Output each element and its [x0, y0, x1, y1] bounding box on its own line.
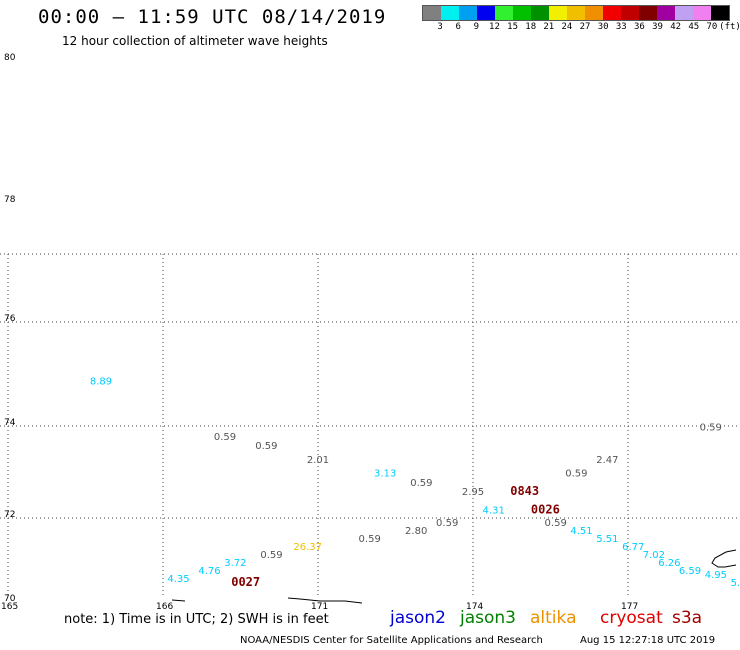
legend-swatch [549, 6, 567, 20]
legend-label: 9 [473, 22, 480, 32]
lat-label-72: 72 [4, 510, 15, 520]
wave-height-value: 0.59 [565, 469, 587, 480]
wave-height-value: 2.95 [462, 487, 484, 498]
wave-height-value: 3.72 [224, 558, 246, 569]
legend-swatch [441, 6, 459, 20]
coastline-segment [711, 549, 737, 568]
satellite-pass-times: 0843002600270842 [231, 484, 560, 589]
legend-label: 18 [525, 22, 537, 32]
satellite-altika: altika [530, 608, 577, 628]
legend-label: 21 [543, 22, 555, 32]
footer-credit: NOAA/NESDIS Center for Satellite Applica… [240, 635, 543, 646]
legend-label: 15 [507, 22, 518, 32]
satellite-jason3: jason3 [460, 608, 516, 628]
legend-swatch [675, 6, 693, 20]
lon-label-165: 165 [1, 602, 18, 612]
legend-swatch [603, 6, 621, 20]
legend-label: 6 [455, 22, 461, 32]
legend-swatch [639, 6, 657, 20]
legend-swatch [693, 6, 711, 20]
satellite-jason2: jason2 [390, 608, 446, 628]
map-graticule [0, 253, 740, 598]
lat-label-70: 70 [4, 594, 16, 604]
coastline-segment [171, 599, 186, 602]
coastline-segment [287, 597, 363, 604]
wave-height-value: 5.37 [731, 578, 740, 589]
pass-time-label: 0027 [231, 575, 260, 589]
wave-height-value: 3.13 [374, 469, 396, 480]
legend-swatch [495, 6, 513, 20]
wave-height-value: 0.59 [545, 518, 567, 529]
legend-label: 39 [652, 22, 663, 32]
wave-height-value: 7.02 [643, 550, 665, 561]
wave-height-value: 6.77 [622, 542, 644, 553]
wave-height-value: 8.89 [90, 376, 112, 387]
legend-label: 42 [670, 22, 682, 32]
wave-height-value: 5.51 [596, 534, 618, 545]
wave-height-value: 4.31 [483, 505, 505, 516]
legend-swatch [711, 6, 729, 20]
legend-label: (ft) [719, 22, 740, 32]
legend-swatches [422, 5, 730, 21]
footer-note: note: 1) Time is in UTC; 2) SWH is in fe… [64, 612, 329, 627]
lon-label-174: 174 [466, 602, 483, 612]
wave-height-value: 6.59 [679, 566, 701, 577]
wave-height-value: 2.80 [405, 526, 427, 537]
lon-label-166: 166 [156, 602, 173, 612]
lon-label-177: 177 [621, 602, 638, 612]
legend-swatch [585, 6, 603, 20]
legend-swatch [531, 6, 549, 20]
legend-label: 70 [706, 22, 718, 32]
page-subtitle: 12 hour collection of altimeter wave hei… [62, 34, 328, 48]
pass-time-label: 0026 [531, 502, 560, 516]
legend-swatch [477, 6, 495, 20]
legend-swatch [621, 6, 639, 20]
legend-label: 27 [579, 22, 591, 32]
wave-height-observations: 8.89 0.59 0.59 2.01 3.13 0.59 2.95 4.31 0.59 2.80… [90, 376, 740, 589]
footer-timestamp: Aug 15 12:27:18 UTC 2019 [580, 635, 716, 646]
legend-label: 36 [633, 22, 645, 32]
wave-height-color-legend: 3 6 9 12 15 18 21 24 27 30 33 36 39 42 45 70 (ft) [422, 5, 740, 35]
wave-height-value: 0.59 [255, 441, 277, 452]
legend-label: 24 [561, 22, 573, 32]
legend-label: 33 [615, 22, 627, 32]
page-title: 00:00 – 11:59 UTC 08/14/2019 [38, 6, 387, 28]
wave-height-value: 4.95 [705, 570, 727, 581]
wave-height-value: 4.76 [198, 566, 220, 577]
lat-label-80: 80 [4, 53, 16, 63]
satellite-s3a: s3a [672, 608, 703, 628]
wave-height-value: 6.26 [658, 558, 680, 569]
satellite-cryosat: cryosat [600, 608, 663, 628]
legend-labels: 3 6 9 12 15 18 21 24 27 30 33 36 39 42 45 70 (ft) [422, 21, 740, 35]
wave-height-value: 0.59 [260, 550, 282, 561]
wave-height-value: 0.59 [214, 432, 236, 443]
legend-swatch [459, 6, 477, 20]
wave-height-value: 0.59 [359, 534, 381, 545]
wave-height-value: 0.59 [700, 423, 722, 434]
wave-height-value: 0.59 [410, 478, 432, 489]
lat-label-76: 76 [4, 314, 16, 324]
pass-time-label: 0843 [510, 484, 539, 498]
wave-height-value: 26.37 [293, 542, 322, 553]
coastline [171, 549, 737, 604]
lat-label-74: 74 [4, 418, 16, 428]
wave-height-value: 2.47 [596, 455, 618, 466]
legend-swatch [567, 6, 585, 20]
legend-label: 12 [489, 22, 500, 32]
wave-height-value: 4.35 [167, 574, 189, 585]
legend-label: 30 [597, 22, 609, 32]
legend-swatch [423, 6, 441, 20]
legend-label: 3 [437, 22, 443, 32]
wave-height-value: 0.59 [436, 518, 458, 529]
legend-label: 45 [688, 22, 700, 32]
legend-swatch [513, 6, 531, 20]
lon-label-171: 171 [311, 602, 328, 612]
wave-height-value: 4.51 [570, 526, 592, 537]
lat-label-78: 78 [4, 195, 16, 205]
legend-swatch [657, 6, 675, 20]
wave-height-value: 2.01 [307, 455, 329, 466]
